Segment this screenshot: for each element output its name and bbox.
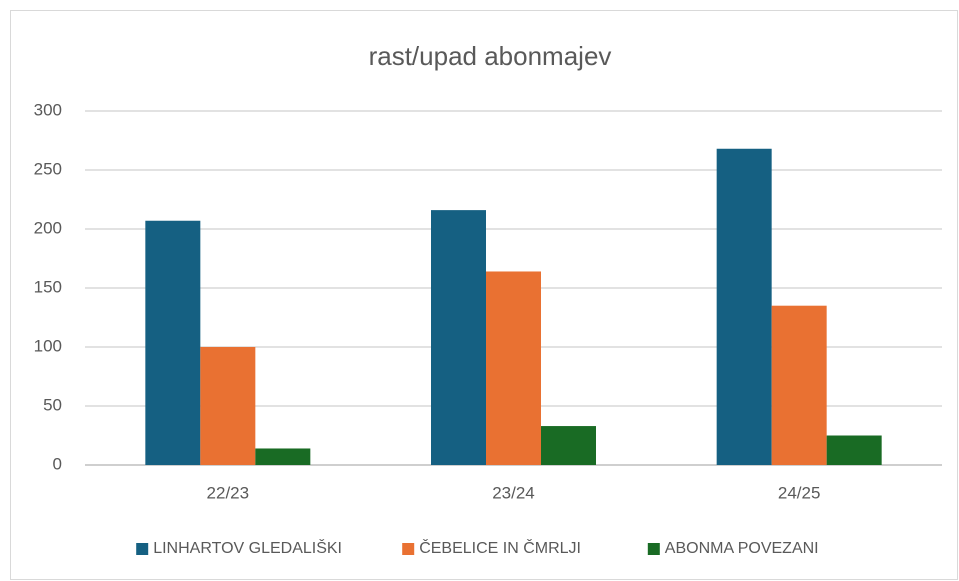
legend-swatch: [402, 543, 415, 555]
x-tick-label: 23/24: [492, 483, 535, 502]
legend-swatch: [136, 543, 149, 555]
y-tick-label: 300: [34, 100, 62, 119]
bar: [541, 426, 596, 465]
legend-label: LINHARTOV GLEDALIŠKI: [153, 538, 342, 557]
y-tick-label: 250: [34, 159, 62, 178]
bar: [200, 347, 256, 465]
bar: [716, 148, 772, 465]
bar: [486, 271, 541, 465]
y-tick-label: 200: [34, 218, 62, 237]
y-tick-label: 150: [34, 277, 62, 296]
bar: [771, 305, 827, 465]
x-tick-label: 22/23: [207, 483, 250, 502]
y-tick-label: 50: [43, 395, 62, 414]
x-tick-label: 24/25: [778, 483, 821, 502]
bar: [145, 220, 201, 465]
chart-title: rast/upad abonmajev: [369, 41, 612, 71]
bar: [826, 435, 882, 465]
legend-swatch: [647, 543, 660, 555]
y-tick-label: 0: [53, 454, 62, 473]
legend-label: ABONMA POVEZANI: [665, 540, 819, 557]
legend-label: ČEBELICE IN ČMRLJI: [419, 538, 581, 557]
bar: [255, 448, 311, 465]
bar: [431, 210, 486, 465]
y-tick-label: 100: [34, 336, 62, 355]
